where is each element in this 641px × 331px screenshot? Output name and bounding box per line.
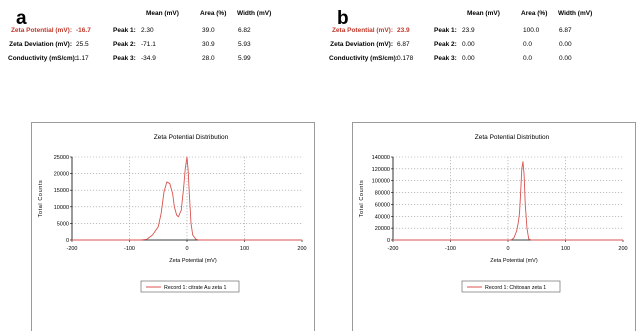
x-tick-label: -200	[66, 246, 77, 252]
series-line	[393, 161, 623, 241]
y-tick-label: 15000	[54, 188, 69, 194]
zeta-potential-label: Zeta Potential (mV):	[331, 27, 393, 34]
x-tick-label: -100	[124, 246, 135, 252]
peak-3-width: 0.00	[559, 55, 572, 62]
peak-2-label: Peak 2:	[113, 41, 136, 48]
header-mean: Mean (mV)	[146, 10, 179, 17]
x-tick-label: 0	[506, 246, 509, 252]
y-tick-label: 20000	[54, 172, 69, 178]
peak-2-area: 30.9	[202, 41, 215, 48]
y-tick-label: 0	[387, 238, 390, 244]
panel-a: a Mean (mV) Area (%) Width (mV) Zeta Pot…	[0, 0, 320, 331]
y-tick-label: 25000	[54, 155, 69, 161]
y-tick-label: 80000	[375, 191, 390, 197]
header-area: Area (%)	[200, 10, 227, 17]
y-tick-label: 20000	[375, 226, 390, 232]
y-axis-label: Total Counts	[38, 180, 44, 218]
panel-letter: a	[16, 8, 27, 29]
peak-2-mean: -71.1	[141, 41, 156, 48]
conductivity-value: 0.178	[397, 55, 414, 62]
conductivity-value: 1.17	[76, 55, 89, 62]
peak-2-mean: 0.00	[462, 41, 475, 48]
peak-2-area: 0.0	[523, 41, 533, 48]
peak-3-label: Peak 3:	[434, 55, 457, 62]
x-axis-label: Zeta Potential (mV)	[169, 258, 217, 264]
zeta-deviation-value: 25.5	[76, 41, 89, 48]
conductivity-label: Conductivity (mS/cm):	[329, 55, 398, 62]
peak-3-width: 5.99	[238, 55, 251, 62]
peak-3-area: 28.0	[202, 55, 215, 62]
peak-1-mean: 2.30	[141, 27, 154, 34]
y-tick-label: 10000	[54, 205, 69, 211]
series-line	[72, 156, 302, 241]
peak-2-label: Peak 2:	[434, 41, 457, 48]
legend-entry: Record 1: Chitosan zeta 1	[485, 285, 546, 291]
x-tick-label: 100	[561, 246, 570, 252]
zeta-deviation-label: Zeta Deviation (mV):	[330, 41, 393, 48]
zeta-potential-value: 23.9	[397, 27, 410, 34]
zeta-deviation-value: 6.87	[397, 41, 410, 48]
y-tick-label: 120000	[372, 167, 390, 173]
x-tick-label: 0	[185, 246, 188, 252]
x-tick-label: -100	[445, 246, 456, 252]
peak-1-area: 100.0	[523, 27, 540, 34]
peak-1-width: 6.82	[238, 27, 251, 34]
legend-box	[461, 280, 561, 293]
y-tick-label: 100000	[372, 179, 390, 185]
zeta-potential-value: -16.7	[76, 27, 91, 34]
chart-title: Zeta Potential Distribution	[475, 134, 550, 141]
peak-1-mean: 23.9	[462, 27, 475, 34]
conductivity-label: Conductivity (mS/cm):	[8, 55, 77, 62]
x-tick-label: 100	[240, 246, 249, 252]
peak-1-label: Peak 1:	[434, 27, 457, 34]
peak-2-width: 5.93	[238, 41, 251, 48]
header-mean: Mean (mV)	[467, 10, 500, 17]
header-width: Width (mV)	[558, 10, 593, 17]
y-tick-label: 140000	[372, 155, 390, 161]
chart-title: Zeta Potential Distribution	[154, 134, 229, 141]
panel-b: b Mean (mV) Area (%) Width (mV) Zeta Pot…	[321, 0, 641, 331]
x-tick-label: 200	[618, 246, 627, 252]
peak-1-label: Peak 1:	[113, 27, 136, 34]
zeta-deviation-label: Zeta Deviation (mV):	[9, 41, 72, 48]
peak-3-mean: -34.9	[141, 55, 156, 62]
legend-box	[140, 280, 240, 293]
y-tick-label: 60000	[375, 202, 390, 208]
header-area: Area (%)	[521, 10, 548, 17]
y-tick-label: 0	[66, 238, 69, 244]
chart-b: Zeta Potential Distribution 0 20000 40000 60…	[359, 134, 628, 293]
x-tick-label: 200	[297, 246, 306, 252]
peak-3-mean: 0.00	[462, 55, 475, 62]
legend-entry: Record 1: citrate Au zeta 1	[164, 285, 226, 291]
peak-3-area: 0.0	[523, 55, 533, 62]
peak-3-label: Peak 3:	[113, 55, 136, 62]
chart-a: Zeta Potential Distribution 0 5000 10000 150…	[38, 134, 307, 293]
zeta-potential-label: Zeta Potential (mV):	[10, 27, 72, 34]
x-tick-label: -200	[387, 246, 398, 252]
peak-1-width: 6.87	[559, 27, 572, 34]
y-axis-label: Total Counts	[359, 180, 365, 218]
header-width: Width (mV)	[237, 10, 272, 17]
peak-1-area: 39.0	[202, 27, 215, 34]
y-tick-label: 5000	[57, 221, 69, 227]
y-tick-label: 40000	[375, 214, 390, 220]
peak-2-width: 0.00	[559, 41, 572, 48]
panel-letter: b	[337, 8, 349, 29]
x-axis-label: Zeta Potential (mV)	[490, 258, 538, 264]
